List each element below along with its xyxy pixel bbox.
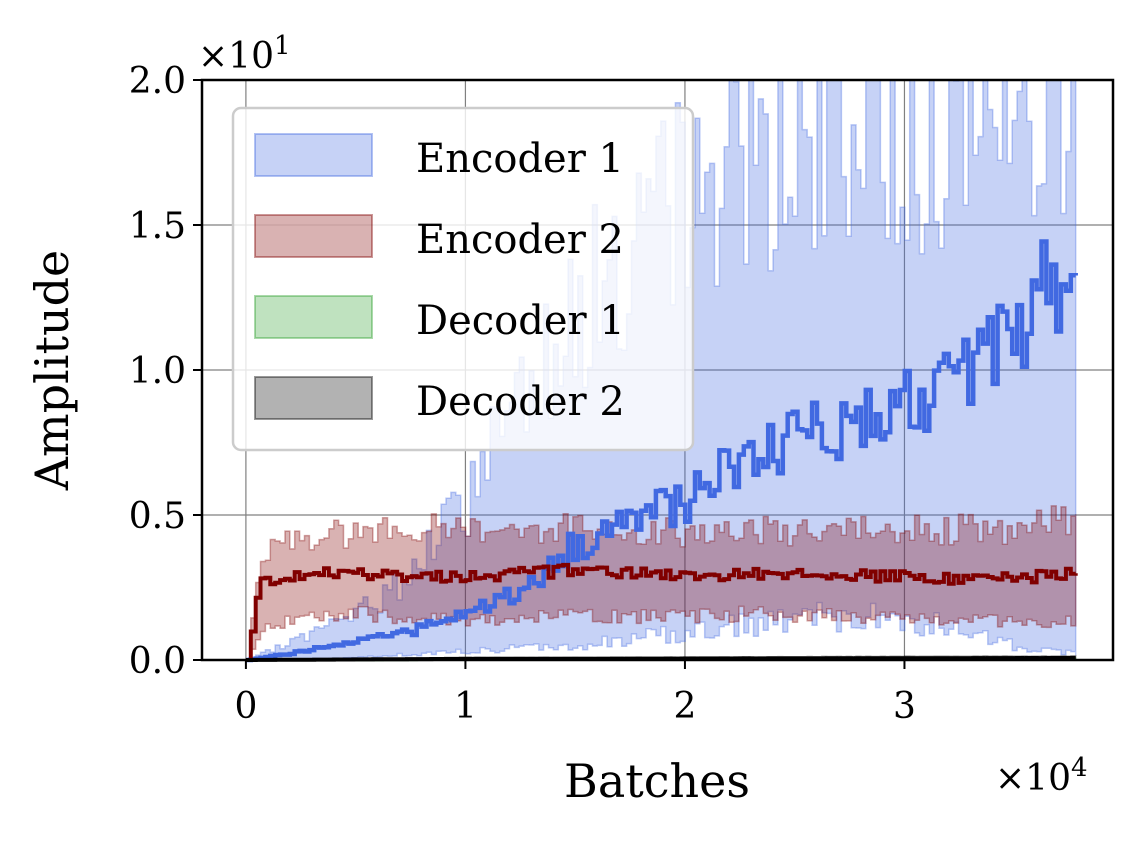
legend-label-encoder-2: Encoder 2 xyxy=(416,217,624,263)
x-multiplier-exponent: 4 xyxy=(1071,753,1088,783)
x-axis-multiplier: ×104 xyxy=(995,753,1088,799)
legend-swatch-encoder-1 xyxy=(254,133,373,177)
legend-frame xyxy=(231,106,695,452)
legend-swatch-encoder-2 xyxy=(254,214,373,258)
legend-entry-encoder-2: Encoder 2 xyxy=(254,214,624,263)
y-multiplier-exponent: 1 xyxy=(274,31,291,61)
legend: Encoder 1 Encoder 2 Decoder 1 Decoder 2 xyxy=(231,106,695,452)
legend-swatch-decoder-2 xyxy=(254,376,373,420)
line-encoder-1 xyxy=(245,239,1078,663)
y-tick-label: 1.0 xyxy=(129,351,186,392)
legend-label-encoder-1: Encoder 1 xyxy=(416,136,624,182)
x-axis-label: Batches xyxy=(564,754,750,808)
x-axis-ticks: 0 1 2 3 xyxy=(234,660,916,727)
legend-label-decoder-2: Decoder 2 xyxy=(416,379,625,425)
line-encoder-2 xyxy=(245,562,1078,662)
y-axis-label: Amplitude xyxy=(25,250,79,492)
y-tick-label: 0.0 xyxy=(129,641,186,682)
legend-label-decoder-1: Decoder 1 xyxy=(416,298,625,344)
y-multiplier-base: ×10 xyxy=(198,36,274,77)
x-tick-label: 2 xyxy=(673,686,696,727)
band-encoder-2 xyxy=(245,505,1077,661)
x-tick-label: 3 xyxy=(893,686,916,727)
legend-entry-decoder-1: Decoder 1 xyxy=(254,295,625,344)
x-tick-label: 1 xyxy=(454,686,477,727)
y-tick-label: 0.5 xyxy=(129,496,186,537)
x-multiplier-base: ×10 xyxy=(995,758,1071,799)
legend-entry-encoder-1: Encoder 1 xyxy=(254,133,624,182)
y-tick-label: 1.5 xyxy=(129,206,186,247)
legend-swatch-decoder-1 xyxy=(254,295,373,339)
y-axis-multiplier: ×101 xyxy=(198,31,291,77)
y-axis-ticks: 0.0 0.5 1.0 1.5 2.0 xyxy=(129,61,202,682)
x-tick-label: 0 xyxy=(234,686,257,727)
y-tick-label: 2.0 xyxy=(129,61,186,102)
legend-entry-decoder-2: Decoder 2 xyxy=(254,376,625,425)
